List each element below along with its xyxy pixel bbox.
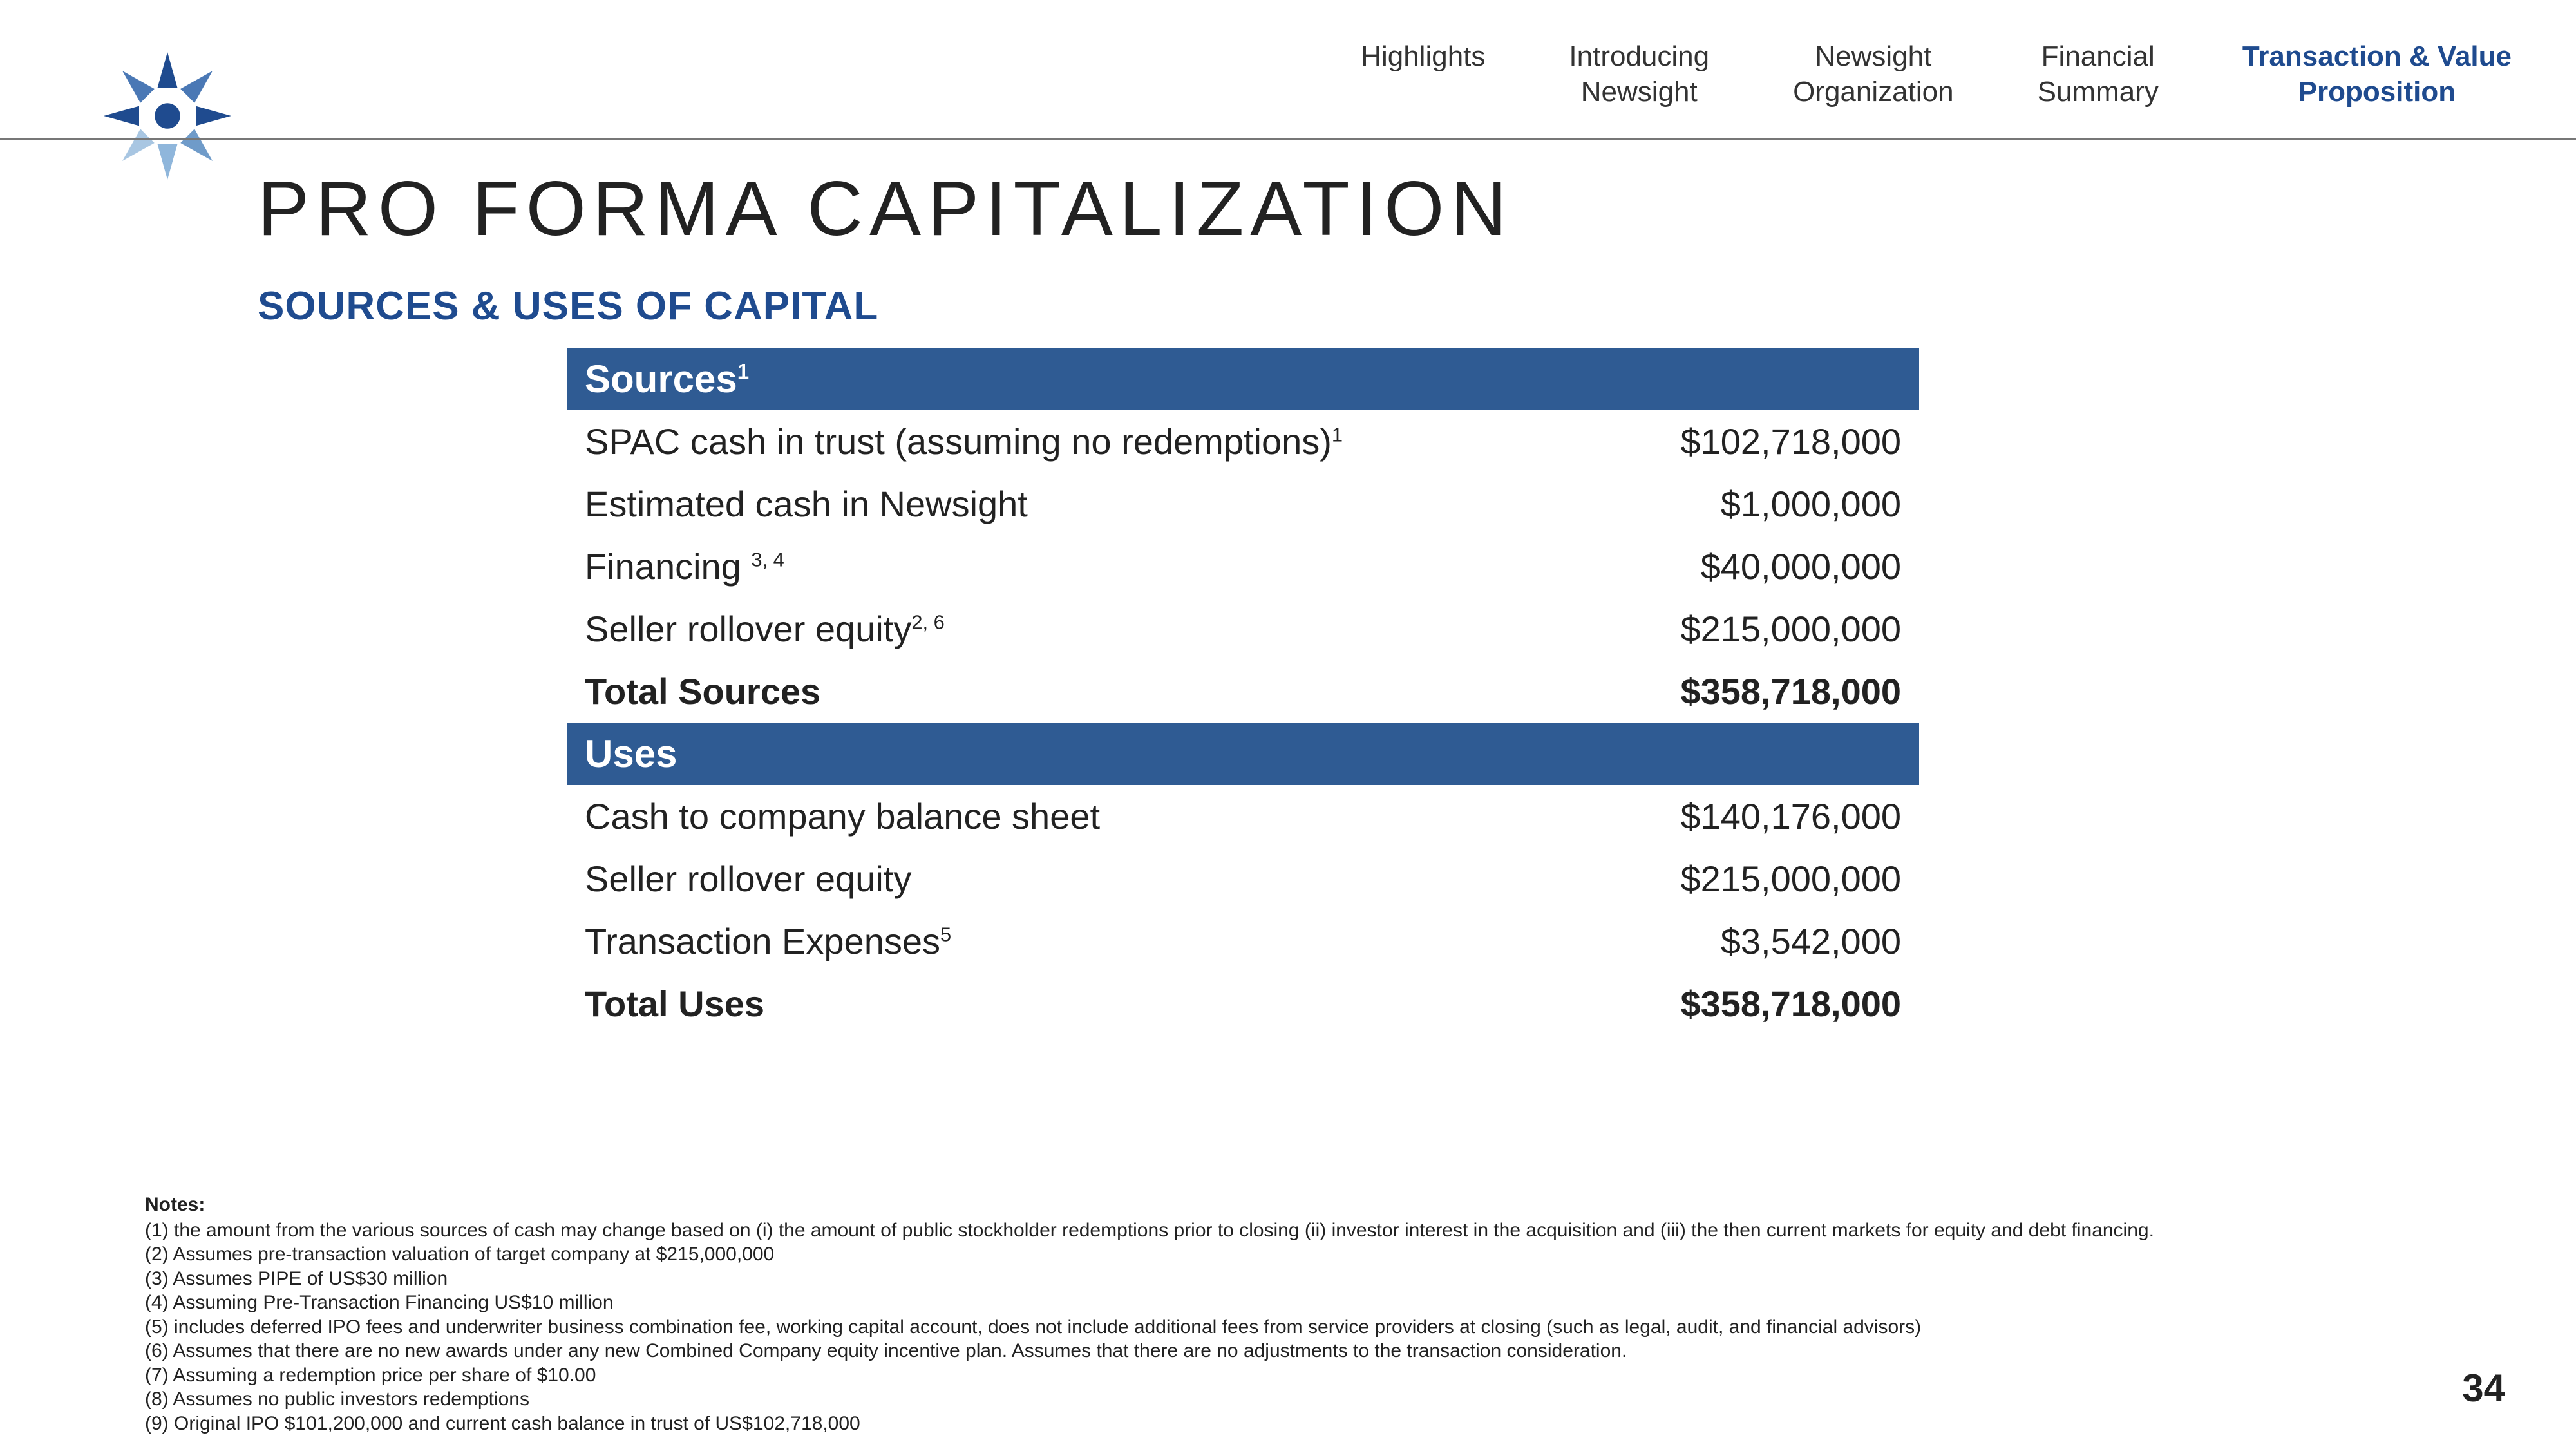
- logo-icon: [97, 45, 238, 187]
- row-label: Transaction Expenses5: [585, 920, 1579, 962]
- total-row: Total Uses$358,718,000: [567, 972, 1919, 1035]
- notes-title: Notes:: [145, 1193, 2447, 1217]
- note-line: (1) the amount from the various sources …: [145, 1218, 2447, 1243]
- note-line: (4) Assuming Pre-Transaction Financing U…: [145, 1291, 2447, 1315]
- row-value: $1,000,000: [1579, 483, 1901, 525]
- row-label: Total Sources: [585, 670, 1579, 712]
- row-value: $215,000,000: [1579, 858, 1901, 900]
- capitalization-table: Sources1 SPAC cash in trust (assuming no …: [567, 348, 1919, 1035]
- nav-item-3[interactable]: FinancialSummary: [2038, 39, 2159, 109]
- table-row: Seller rollover equity$215,000,000: [567, 848, 1919, 910]
- note-line: (7) Assuming a redemption price per shar…: [145, 1363, 2447, 1388]
- table-row: Estimated cash in Newsight$1,000,000: [567, 473, 1919, 535]
- table-row: Cash to company balance sheet$140,176,00…: [567, 785, 1919, 848]
- row-label: Financing 3, 4: [585, 545, 1579, 587]
- row-value: $102,718,000: [1579, 421, 1901, 462]
- total-row: Total Sources$358,718,000: [567, 660, 1919, 723]
- note-line: (8) Assumes no public investors redempti…: [145, 1387, 2447, 1412]
- top-nav: Highlights IntroducingNewsight NewsightOrg…: [1361, 39, 2512, 109]
- row-label: Total Uses: [585, 983, 1579, 1025]
- nav-item-2[interactable]: NewsightOrganization: [1793, 39, 1953, 109]
- row-label: SPAC cash in trust (assuming no redempti…: [585, 421, 1579, 462]
- note-line: (5) includes deferred IPO fees and under…: [145, 1315, 2447, 1340]
- section-header: Uses: [567, 723, 1919, 785]
- page-number: 34: [2462, 1366, 2505, 1410]
- table-row: Transaction Expenses5$3,542,000: [567, 910, 1919, 972]
- row-value: $3,542,000: [1579, 920, 1901, 962]
- row-value: $358,718,000: [1579, 983, 1901, 1025]
- header-rule: [0, 138, 2576, 140]
- row-value: $358,718,000: [1579, 670, 1901, 712]
- row-value: $215,000,000: [1579, 608, 1901, 650]
- section-header: Sources1: [567, 348, 1919, 410]
- table-row: Seller rollover equity2, 6$215,000,000: [567, 598, 1919, 660]
- page-subtitle: SOURCES & USES OF CAPITAL: [258, 283, 878, 329]
- row-value: $40,000,000: [1579, 545, 1901, 587]
- table-row: SPAC cash in trust (assuming no redempti…: [567, 410, 1919, 473]
- nav-item-0[interactable]: Highlights: [1361, 39, 1485, 74]
- note-line: (3) Assumes PIPE of US$30 million: [145, 1267, 2447, 1291]
- notes-section: Notes:(1) the amount from the various so…: [145, 1193, 2447, 1435]
- nav-item-1[interactable]: IntroducingNewsight: [1569, 39, 1709, 109]
- row-label: Seller rollover equity2, 6: [585, 608, 1579, 650]
- note-line: (6) Assumes that there are no new awards…: [145, 1339, 2447, 1363]
- note-line: (2) Assumes pre-transaction valuation of…: [145, 1242, 2447, 1267]
- row-label: Seller rollover equity: [585, 858, 1579, 900]
- note-line: (9) Original IPO $101,200,000 and curren…: [145, 1412, 2447, 1436]
- row-value: $140,176,000: [1579, 795, 1901, 837]
- table-row: Financing 3, 4$40,000,000: [567, 535, 1919, 598]
- nav-item-4[interactable]: Transaction & ValueProposition: [2242, 39, 2512, 109]
- row-label: Cash to company balance sheet: [585, 795, 1579, 837]
- page-title: PRO FORMA CAPITALIZATION: [258, 164, 1513, 253]
- row-label: Estimated cash in Newsight: [585, 483, 1579, 525]
